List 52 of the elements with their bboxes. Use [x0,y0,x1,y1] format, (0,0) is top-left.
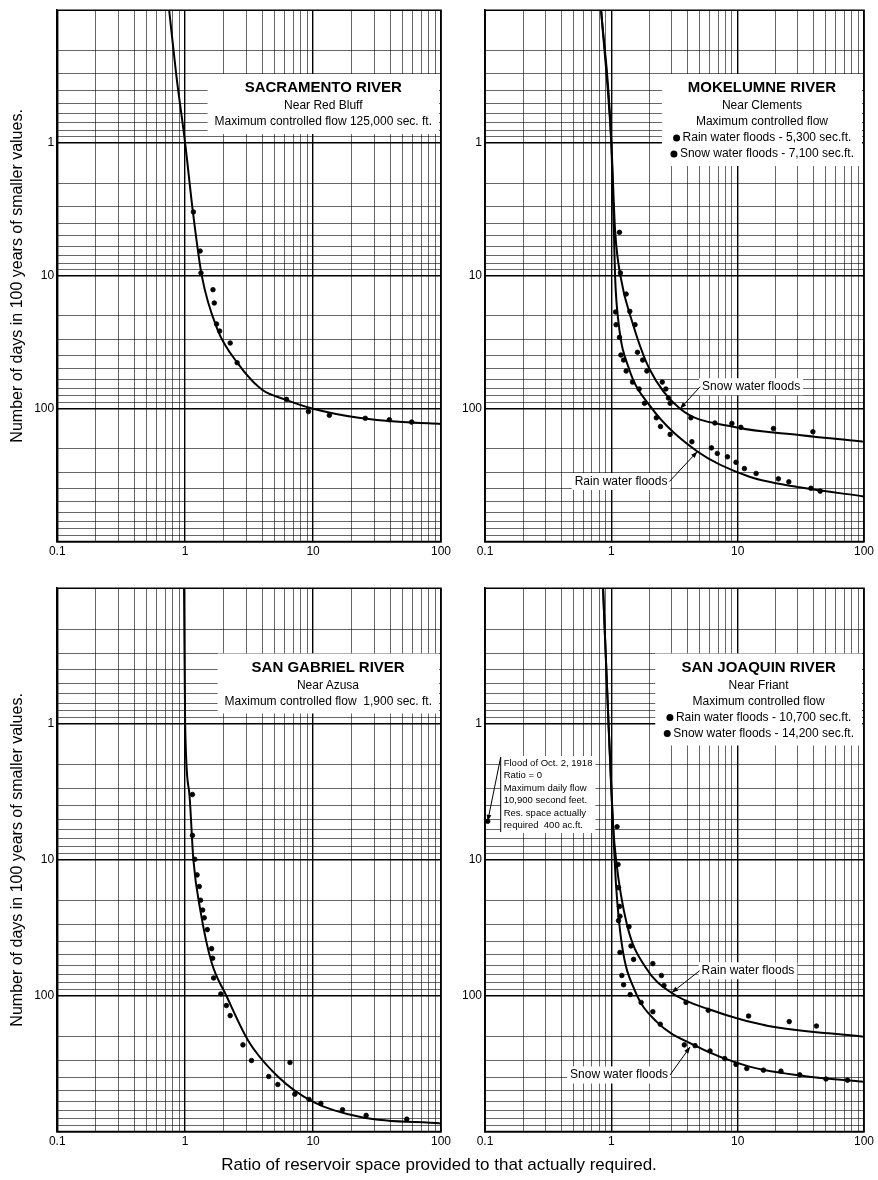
y-axis-title: Number of days in 100 years of smaller values. [8,693,26,1027]
x-tick-label: 0.1 [476,544,494,559]
y-axis-title: Number of days in 100 years of smaller values. [8,109,26,443]
x-tick-label: 1 [608,544,615,559]
text: Near Clements [721,98,802,113]
y-tick-label: 100 [34,988,55,1003]
annotation: Rain water floods [574,473,668,488]
y-tick-label: 100 [34,401,55,416]
y-tick-label: 100 [461,988,483,1003]
x-tick-label: 0.1 [476,1134,494,1149]
text: SACRAMENTO RIVER [244,78,403,96]
annotation: Snow water floods [570,1067,669,1082]
x-tick-label: 0.1 [48,544,66,559]
legend-label: Snow water floods - 14,200 sec.ft. [673,725,854,740]
y-tick-label: 10 [40,852,55,867]
x-tick-label: 100 [430,1134,452,1149]
annotation: Rain water floods [701,963,795,978]
x-tick-label: 10 [306,1134,321,1149]
x-tick-label: 100 [853,1134,875,1149]
x-tick-label: 1 [181,544,189,559]
y-tick-label: 100 [461,401,483,416]
y-tick-label: 10 [468,852,483,867]
annotation: Maximum controlled flow [695,114,829,129]
x-tick-label: 10 [306,544,321,559]
text: MOKELUMNE RIVER [687,78,837,96]
x-tick-label: 1 [181,1134,189,1149]
text: Near Red Bluff [284,98,364,113]
y-tick-label: 1 [475,135,483,150]
x-tick-label: 10 [730,544,745,559]
annotation: Maximum controlled flow 1,900 sec. ft. [224,693,433,708]
x-tick-label: 10 [730,1134,745,1149]
x-tick-label: 1 [608,1134,615,1149]
x-tick-label: 100 [430,544,452,559]
text: SAN GABRIEL RIVER [251,657,405,675]
y-tick-label: 1 [47,716,55,731]
legend-label: Rain water floods - 5,300 sec.ft. [682,130,852,145]
x-axis-title: Ratio of reservoir space provided to that actually required. [220,1155,658,1175]
text: SAN JOAQUIN RIVER [681,657,836,675]
annotation: Flood of Oct. 2, 1918 Ratio = 0 Maximum daily flow 10,900 second feet. Res. space actually required 400 ac.ft. [503,756,593,831]
annotation: Maximum controlled flow [692,693,825,708]
annotation: Maximum controlled flow 125,000 sec. ft. [214,114,433,129]
y-tick-label: 1 [475,716,483,731]
y-tick-label: 10 [40,268,55,283]
y-tick-label: 10 [468,268,483,283]
x-tick-label: 100 [853,544,875,559]
legend-label: Rain water floods - 10,700 sec.ft. [675,709,852,724]
text: Near Azusa [296,677,360,692]
legend-label: Snow water floods - 7,100 sec.ft. [679,146,855,161]
y-tick-label: 1 [47,135,55,150]
text: Near Friant [728,677,790,692]
x-tick-label: 0.1 [48,1134,66,1149]
annotation: Snow water floods [702,379,801,394]
